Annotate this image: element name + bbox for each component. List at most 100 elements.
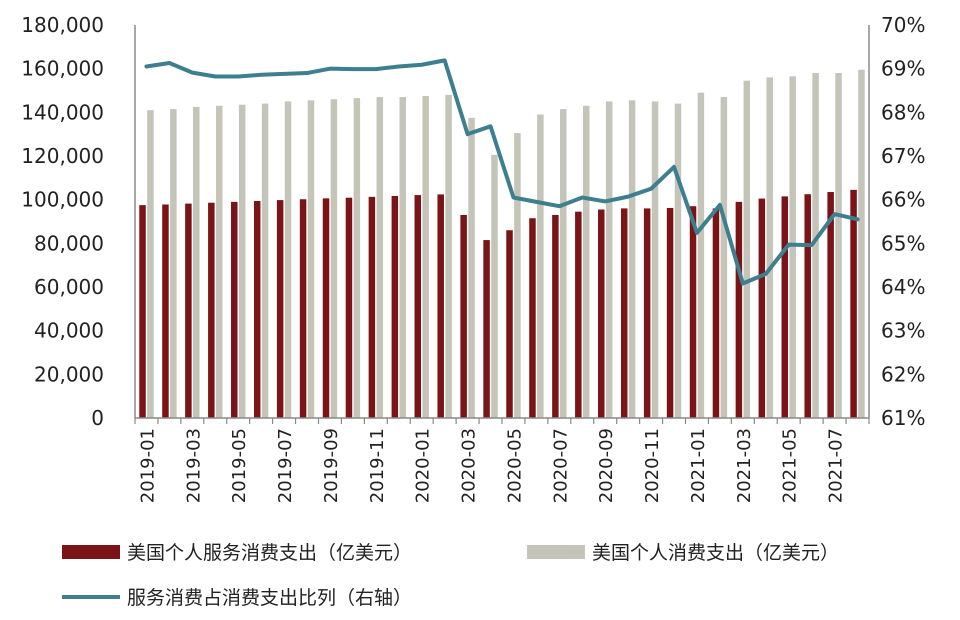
axes: 0 20,000 40,000 60,000 80,000 100,000 120,000 1… bbox=[21, 13, 925, 503]
bar-total bbox=[720, 97, 728, 419]
x-tick-label: 2020-03 bbox=[459, 428, 480, 503]
y2-tick-label: 69% bbox=[881, 57, 925, 81]
x-tick-label: 2020-11 bbox=[642, 428, 663, 503]
bar-total bbox=[605, 101, 613, 419]
bar-total bbox=[537, 114, 544, 419]
bar-total bbox=[284, 101, 292, 419]
x-tick-label: 2019-07 bbox=[275, 428, 296, 503]
x-tick-label: 2019-05 bbox=[229, 428, 250, 503]
bar-total bbox=[147, 110, 154, 419]
bar-services bbox=[276, 200, 284, 418]
legend-label-services: 美国个人服务消费支出（亿美元） bbox=[127, 542, 412, 564]
x-tick-label: 2020-07 bbox=[550, 428, 571, 503]
bar-services bbox=[620, 208, 628, 418]
y-tick-label: 180,000 bbox=[21, 13, 104, 37]
x-tick-label: 2020-01 bbox=[413, 428, 434, 503]
legend: 美国个人服务消费支出（亿美元） 美国个人消费支出（亿美元） 服务消费占消费支出比列（… bbox=[62, 542, 839, 609]
bar-services bbox=[299, 199, 307, 418]
x-tick-label: 2020-05 bbox=[504, 428, 525, 503]
y2-tick-label: 70% bbox=[881, 13, 925, 37]
bar-services bbox=[643, 208, 651, 418]
bar-services bbox=[529, 218, 536, 418]
bar-services bbox=[506, 230, 513, 418]
bar-services bbox=[781, 196, 789, 418]
bar-total bbox=[812, 73, 819, 418]
bar-services bbox=[850, 189, 857, 418]
bar-total bbox=[215, 105, 223, 418]
y2-tick-label: 61% bbox=[881, 406, 925, 430]
bar-services bbox=[804, 194, 811, 418]
bar-services bbox=[689, 206, 697, 418]
bar-services bbox=[231, 201, 238, 418]
bar-total bbox=[261, 103, 269, 418]
bar-services bbox=[345, 197, 353, 418]
x-tick-label: 2021-03 bbox=[734, 428, 755, 503]
y-tick-label: 40,000 bbox=[34, 319, 104, 343]
bar-total bbox=[491, 154, 498, 418]
bar-services bbox=[666, 207, 674, 418]
x-tick-label: 2019-09 bbox=[321, 428, 342, 503]
bar-total bbox=[651, 101, 659, 419]
bar-services bbox=[758, 198, 766, 418]
bar-total bbox=[514, 133, 521, 418]
bar-total bbox=[193, 106, 200, 419]
y2-tick-label: 66% bbox=[881, 188, 925, 212]
legend-swatch-services bbox=[62, 545, 120, 559]
bar-services bbox=[162, 204, 169, 418]
bar-services bbox=[437, 194, 444, 418]
x-tick-label: 2020-09 bbox=[596, 428, 617, 503]
bar-total bbox=[307, 100, 315, 418]
bar-total bbox=[674, 103, 682, 418]
y-tick-label: 20,000 bbox=[34, 362, 104, 386]
bar-services bbox=[598, 209, 605, 418]
y-tick-label: 160,000 bbox=[21, 57, 104, 81]
y-tick-label: 140,000 bbox=[21, 100, 104, 124]
y-tick-label: 80,000 bbox=[34, 231, 104, 255]
bar-services bbox=[391, 195, 399, 418]
bar-total bbox=[743, 80, 751, 419]
bar-services bbox=[139, 205, 146, 418]
bar-total bbox=[170, 109, 177, 418]
x-tick-label: 2021-01 bbox=[688, 428, 709, 503]
bar-total bbox=[376, 97, 384, 419]
legend-label-total: 美国个人消费支出（亿美元） bbox=[592, 542, 839, 564]
bar-services bbox=[735, 201, 743, 418]
y-tick-label: 100,000 bbox=[21, 188, 104, 212]
bar-total bbox=[835, 73, 842, 418]
bar-total bbox=[560, 109, 567, 418]
y2-tick-label: 64% bbox=[881, 275, 925, 299]
x-tick-label: 2021-07 bbox=[826, 428, 847, 503]
y-tick-label: 0 bbox=[91, 406, 104, 430]
y2-tick-label: 63% bbox=[881, 319, 925, 343]
bar-total bbox=[238, 104, 246, 418]
bar-total bbox=[858, 69, 865, 418]
bar-services bbox=[322, 198, 330, 418]
bar-total bbox=[422, 95, 429, 419]
y2-tick-label: 65% bbox=[881, 231, 925, 255]
y2-tick-label: 62% bbox=[881, 362, 925, 386]
y-tick-label: 120,000 bbox=[21, 144, 104, 168]
y-tick-label: 60,000 bbox=[34, 275, 104, 299]
bar-total bbox=[468, 117, 475, 418]
bar-services bbox=[460, 214, 467, 418]
y2-tick-label: 68% bbox=[881, 100, 925, 124]
bar-total bbox=[789, 76, 796, 418]
bar-total bbox=[582, 105, 590, 418]
bar-services bbox=[185, 203, 192, 418]
x-tick-label: 2021-05 bbox=[780, 428, 801, 503]
bar-services bbox=[712, 208, 720, 418]
bar-services bbox=[253, 200, 261, 418]
bar-services bbox=[827, 192, 834, 418]
bar-services bbox=[368, 196, 376, 418]
bar-total bbox=[445, 94, 452, 419]
bar-services bbox=[414, 195, 422, 418]
bar-total bbox=[628, 100, 636, 418]
legend-swatch-total bbox=[527, 545, 585, 559]
bar-total bbox=[330, 99, 338, 418]
x-tick-label: 2019-01 bbox=[137, 428, 158, 503]
line-service-share bbox=[144, 58, 860, 286]
plot-area bbox=[139, 58, 865, 419]
y2-tick-label: 67% bbox=[881, 144, 925, 168]
bar-total bbox=[766, 77, 773, 419]
